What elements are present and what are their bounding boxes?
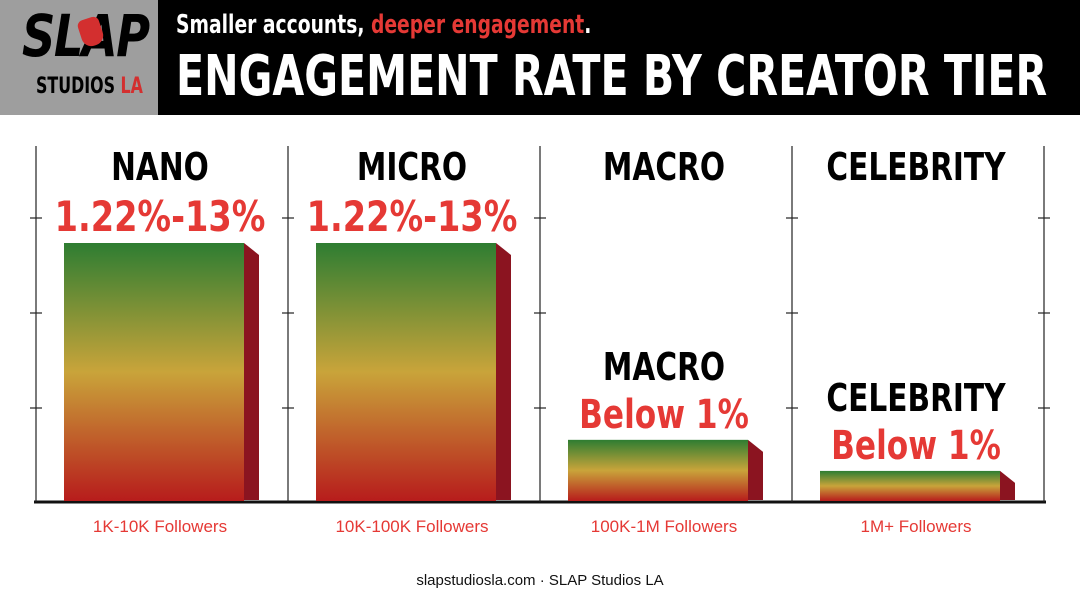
bar-category-label-celebrity: CELEBRITY: [826, 376, 1005, 421]
data-label-micro: 1.22%-13%: [307, 192, 518, 241]
bar-side-nano: [244, 243, 259, 500]
bar-side-macro: [748, 439, 763, 500]
bar-celebrity: [820, 470, 1000, 501]
data-label-celebrity: Below 1%: [831, 423, 1001, 469]
header-banner: SLAP STUDIOS LA Smaller accounts, deeper…: [0, 0, 1080, 115]
x-tick-label-nano: 1K-10K Followers: [93, 517, 227, 536]
footer-credit: slapstudiosla.com · SLAP Studios LA: [416, 572, 664, 589]
category-label-micro: MICRO: [357, 145, 467, 190]
bar-macro: [568, 439, 748, 501]
category-label-celebrity: CELEBRITY: [826, 145, 1005, 190]
data-label-nano: 1.22%-13%: [55, 192, 266, 241]
bars: [64, 243, 1015, 501]
x-tick-label-micro: 10K-100K Followers: [335, 517, 488, 536]
slap-studios-logo: SLAP STUDIOS LA: [0, 0, 158, 115]
page-title: ENGAGEMENT RATE BY CREATOR TIER: [176, 44, 1048, 109]
category-label-macro: MACRO: [603, 145, 725, 190]
page-subtitle: Smaller accounts, deeper engagement.: [176, 10, 592, 40]
x-tick-label-celebrity: 1M+ Followers: [860, 517, 971, 536]
axis-frame: [30, 146, 1050, 504]
category-label-nano: NANO: [111, 145, 209, 190]
data-label-macro: Below 1%: [579, 392, 749, 438]
x-tick-label-macro: 100K-1M Followers: [591, 517, 737, 536]
bar-nano: [64, 243, 244, 501]
bar-micro: [316, 243, 496, 501]
logo-subtext: STUDIOS LA: [36, 74, 143, 99]
bar-side-celebrity: [1000, 470, 1015, 500]
bar-category-label-macro: MACRO: [603, 345, 725, 390]
bar-side-micro: [496, 243, 511, 500]
